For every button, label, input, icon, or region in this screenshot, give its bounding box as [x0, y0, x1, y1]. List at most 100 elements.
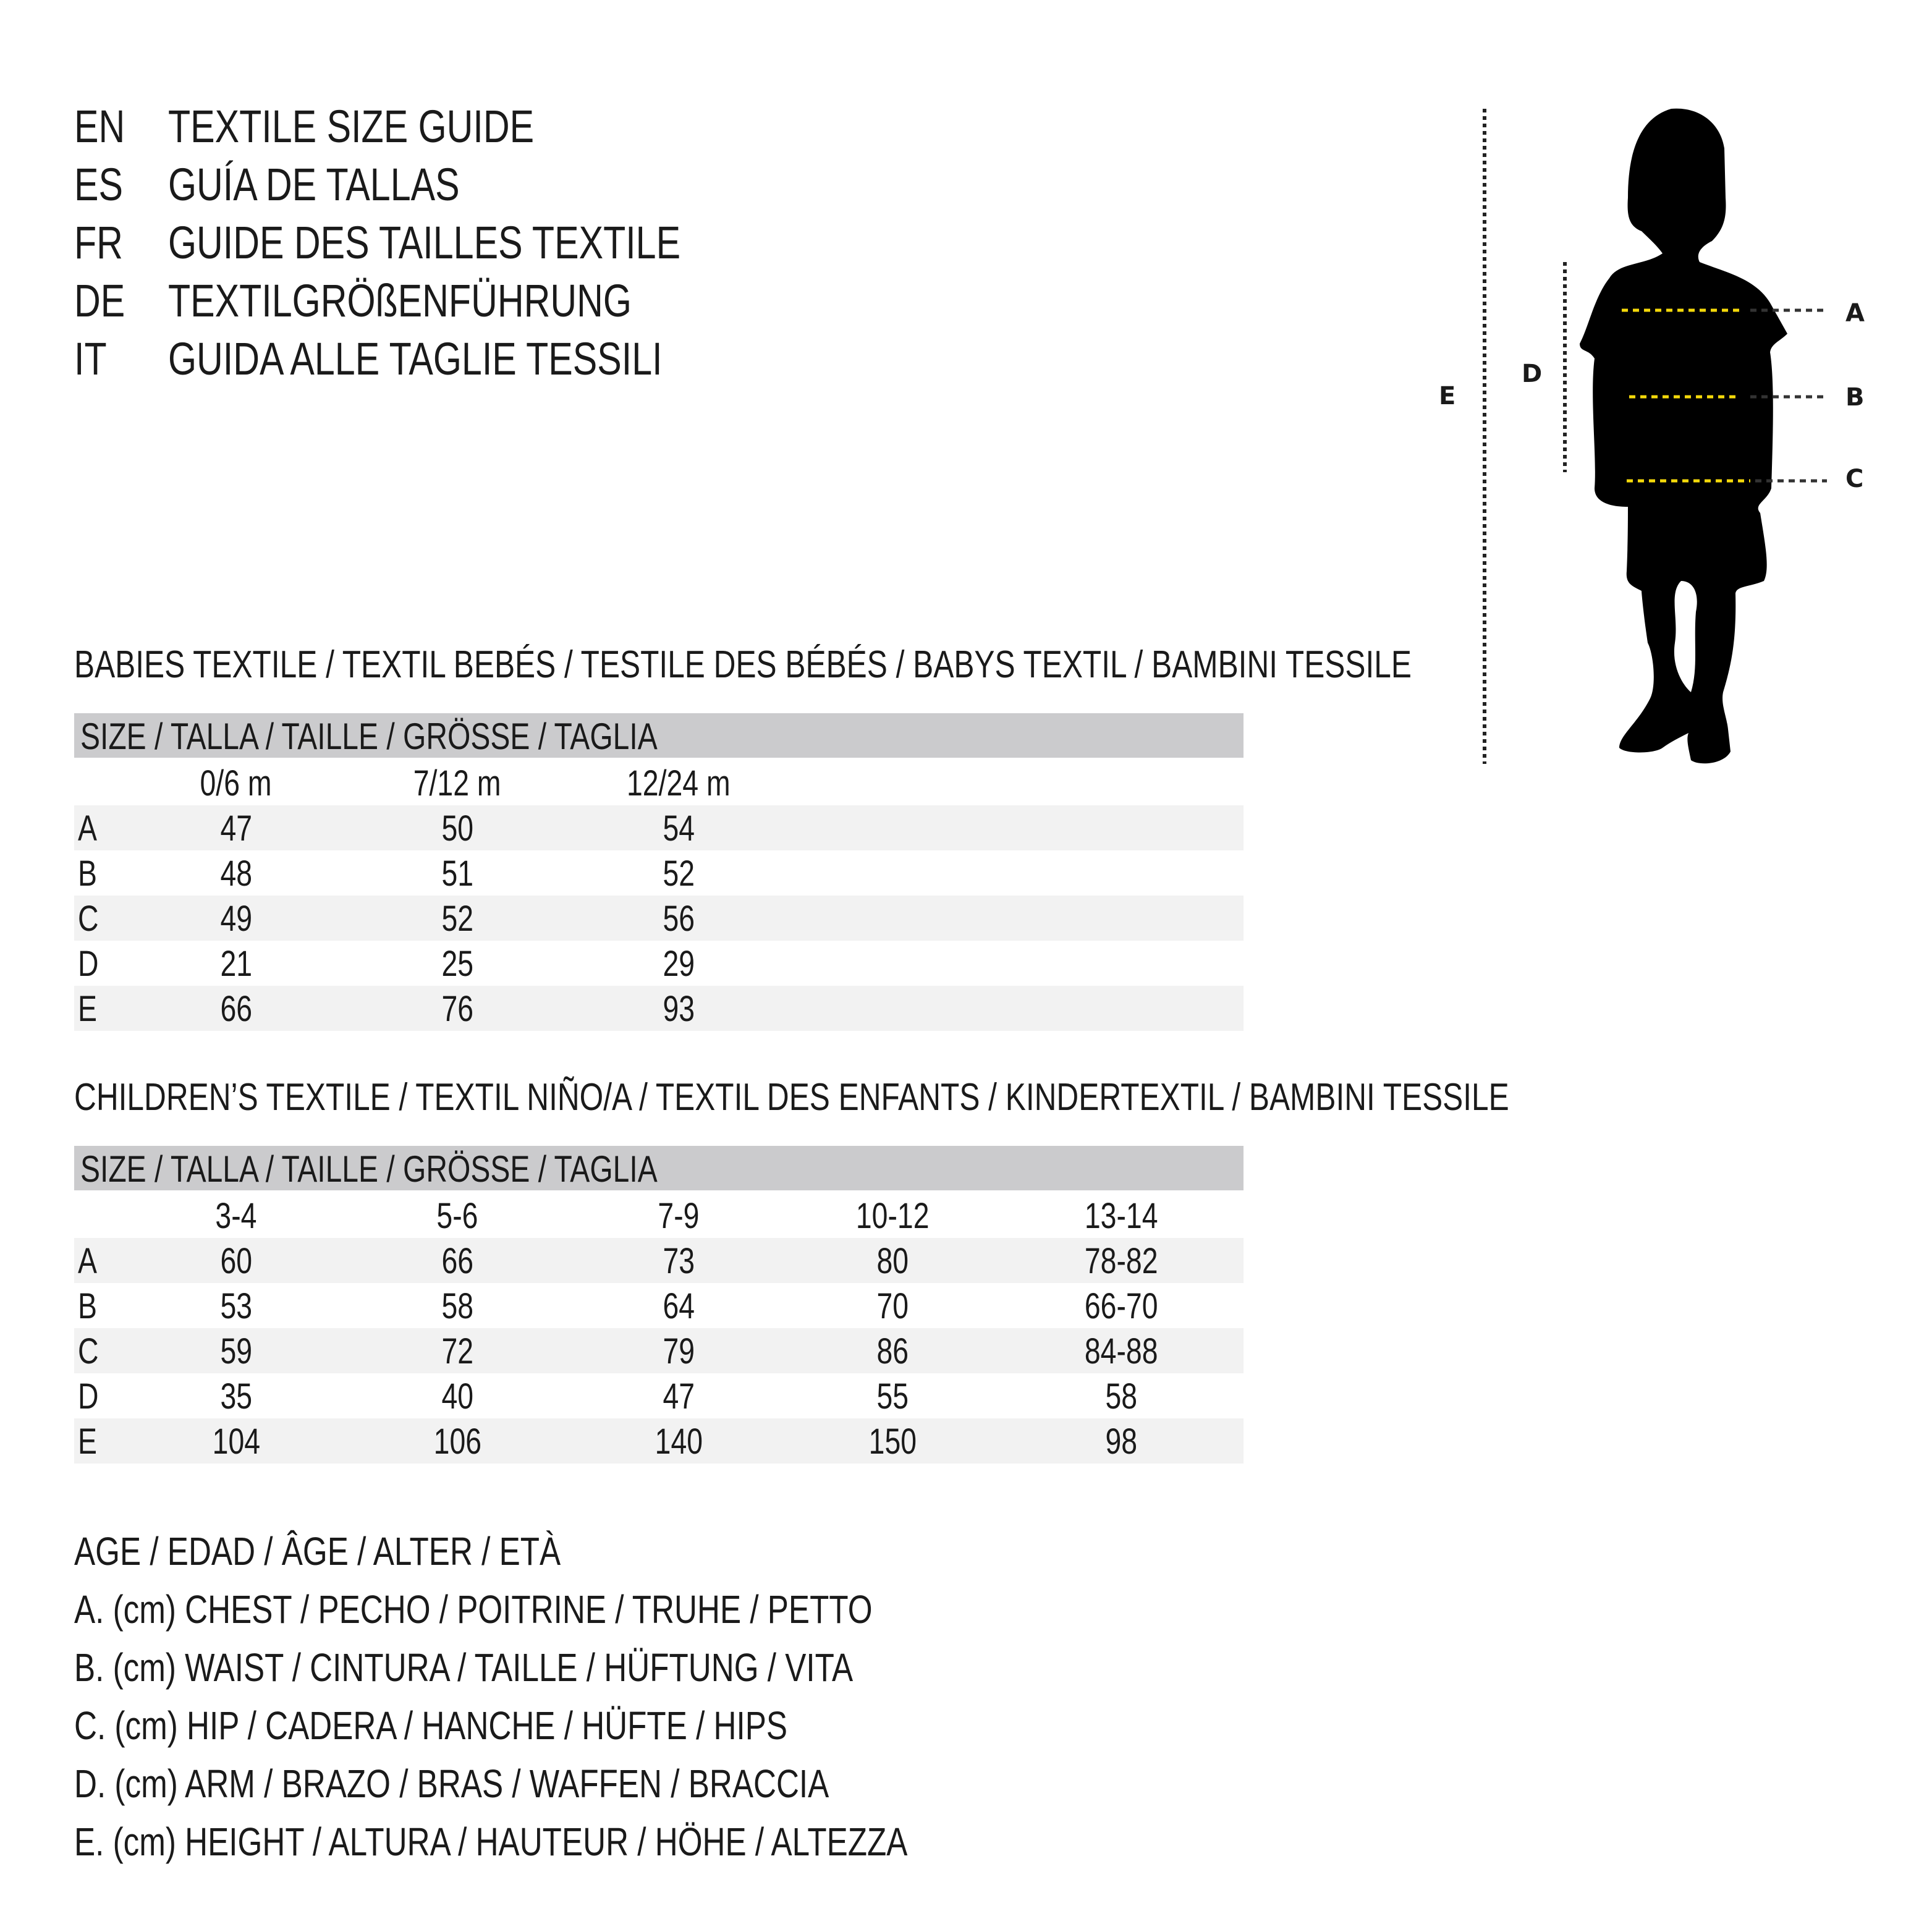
- row-label: C: [78, 1331, 99, 1371]
- table-cell: 50: [441, 808, 473, 849]
- legend-line: A. (cm) CHEST / PECHO / POITRINE / TRUHE…: [74, 1587, 873, 1632]
- label-b: B: [1845, 383, 1865, 412]
- row-label: E: [78, 1421, 97, 1462]
- legend-line: AGE / EDAD / ÂGE / ALTER / ETÀ: [74, 1529, 561, 1574]
- column-header: 10-12: [855, 1196, 930, 1236]
- title-text: TEXTILGRÖßENFÜHRUNG: [168, 275, 632, 326]
- label-d: D: [1522, 360, 1542, 388]
- table-cell: 58: [1105, 1376, 1137, 1417]
- legend-line: B. (cm) WAIST / CINTURA / TAILLE / HÜFTU…: [74, 1645, 854, 1690]
- column-header: 12/24 m: [627, 763, 731, 803]
- legend-line: C. (cm) HIP / CADERA / HANCHE / HÜFTE / …: [74, 1703, 788, 1748]
- column-header: 7-9: [658, 1196, 700, 1236]
- column-header-row: 0/6 m 7/12 m 12/24 m: [74, 760, 1244, 805]
- table-row-e: E 66 76 93: [74, 986, 1244, 1031]
- size-header-text: SIZE / TALLA / TAILLE / GRÖSSE / TAGLIA: [80, 716, 658, 757]
- language-code: IT: [74, 333, 107, 384]
- table-cell: 53: [220, 1286, 252, 1326]
- row-label: B: [78, 854, 97, 894]
- table-cell: 48: [220, 854, 252, 894]
- column-header-row: 3-4 5-6 7-9 10-12 13-14: [74, 1193, 1244, 1238]
- table-cell: 56: [663, 899, 695, 939]
- babies-heading-text: BABIES TEXTILE / TEXTIL BEBÉS / TESTILE …: [74, 643, 1412, 686]
- column-header: 7/12 m: [413, 763, 501, 803]
- leg-gap: [1674, 581, 1697, 692]
- column-header: 0/6 m: [200, 763, 273, 803]
- table-row-b: B 53 58 64 70 66-70: [74, 1283, 1244, 1328]
- table-row-a: A 60 66 73 80 78-82: [74, 1238, 1244, 1283]
- table-cell: 104: [212, 1421, 260, 1462]
- table-cell: 86: [876, 1331, 909, 1371]
- table-cell: 29: [663, 944, 695, 984]
- size-header-text: SIZE / TALLA / TAILLE / GRÖSSE / TAGLIA: [80, 1148, 658, 1190]
- size-header: SIZE / TALLA / TAILLE / GRÖSSE / TAGLIA: [74, 1146, 1244, 1190]
- table-cell: 150: [868, 1421, 917, 1462]
- row-label: B: [78, 1286, 97, 1326]
- table-cell: 72: [441, 1331, 473, 1371]
- table-cell: 51: [441, 854, 473, 894]
- table-cell: 21: [220, 944, 252, 984]
- table-cell: 98: [1105, 1421, 1137, 1462]
- table-row-e: E 104 106 140 150 98: [74, 1418, 1244, 1464]
- child-silhouette: [1580, 108, 1787, 764]
- column-header: 3-4: [215, 1196, 257, 1236]
- children-heading-text: CHILDREN’S TEXTILE / TEXTIL NIÑO/A / TEX…: [74, 1076, 1509, 1119]
- table-row-c: C 49 52 56: [74, 896, 1244, 941]
- table-cell: 35: [220, 1376, 252, 1417]
- table-cell: 59: [220, 1331, 252, 1371]
- table-cell: 25: [441, 944, 473, 984]
- children-size-table: SIZE / TALLA / TAILLE / GRÖSSE / TAGLIA 3…: [74, 1146, 1244, 1464]
- table-cell: 76: [441, 989, 473, 1029]
- table-cell: 60: [220, 1241, 252, 1281]
- title-text: GUÍA DE TALLAS: [168, 159, 460, 210]
- row-label: A: [78, 1241, 97, 1281]
- table-cell: 93: [663, 989, 695, 1029]
- language-code: ES: [74, 159, 123, 210]
- table-row-a: A 47 50 54: [74, 805, 1244, 850]
- table-cell: 55: [876, 1376, 909, 1417]
- language-code: FR: [74, 217, 123, 268]
- table-cell: 47: [663, 1376, 695, 1417]
- title-text: TEXTILE SIZE GUIDE: [168, 101, 535, 152]
- row-label: D: [78, 1376, 99, 1417]
- language-code: EN: [74, 101, 125, 152]
- babies-size-table: SIZE / TALLA / TAILLE / GRÖSSE / TAGLIA 0…: [74, 713, 1244, 1031]
- label-a: A: [1845, 299, 1865, 328]
- row-label: D: [78, 944, 99, 984]
- row-label: E: [78, 989, 97, 1029]
- legend-line: D. (cm) ARM / BRAZO / BRAS / WAFFEN / BR…: [74, 1761, 829, 1806]
- table-row-d: D 35 40 47 55 58: [74, 1373, 1244, 1418]
- label-e: E: [1439, 382, 1455, 410]
- table-cell: 58: [441, 1286, 473, 1326]
- table-cell: 106: [433, 1421, 481, 1462]
- row-label: C: [78, 899, 99, 939]
- table-cell: 52: [663, 854, 695, 894]
- legend-line: E. (cm) HEIGHT / ALTURA / HAUTEUR / HÖHE…: [74, 1820, 908, 1864]
- table-cell: 40: [441, 1376, 473, 1417]
- babies-heading: BABIES TEXTILE / TEXTIL BEBÉS / TESTILE …: [74, 640, 1746, 690]
- title-text: GUIDA ALLE TAGLIE TESSILI: [168, 333, 663, 384]
- table-cell: 79: [663, 1331, 695, 1371]
- table-cell: 66: [220, 989, 252, 1029]
- size-header: SIZE / TALLA / TAILLE / GRÖSSE / TAGLIA: [74, 713, 1244, 758]
- row-label: A: [78, 808, 97, 849]
- column-header: 13-14: [1084, 1196, 1158, 1236]
- table-cell: 73: [663, 1241, 695, 1281]
- table-cell: 52: [441, 899, 473, 939]
- table-row-c: C 59 72 79 86 84-88: [74, 1328, 1244, 1373]
- table-cell: 70: [876, 1286, 909, 1326]
- table-row-d: D 21 25 29: [74, 941, 1244, 986]
- table-cell: 80: [876, 1241, 909, 1281]
- table-row-b: B 48 51 52: [74, 850, 1244, 896]
- table-cell: 140: [655, 1421, 703, 1462]
- table-cell: 47: [220, 808, 252, 849]
- table-cell: 84-88: [1084, 1331, 1158, 1371]
- column-header: 5-6: [436, 1196, 478, 1236]
- label-c: C: [1845, 465, 1863, 493]
- title-text: GUIDE DES TAILLES TEXTILE: [168, 217, 681, 268]
- language-code: DE: [74, 275, 125, 326]
- table-cell: 66: [441, 1241, 473, 1281]
- table-cell: 64: [663, 1286, 695, 1326]
- children-heading: CHILDREN’S TEXTILE / TEXTIL NIÑO/A / TEX…: [74, 1073, 1868, 1122]
